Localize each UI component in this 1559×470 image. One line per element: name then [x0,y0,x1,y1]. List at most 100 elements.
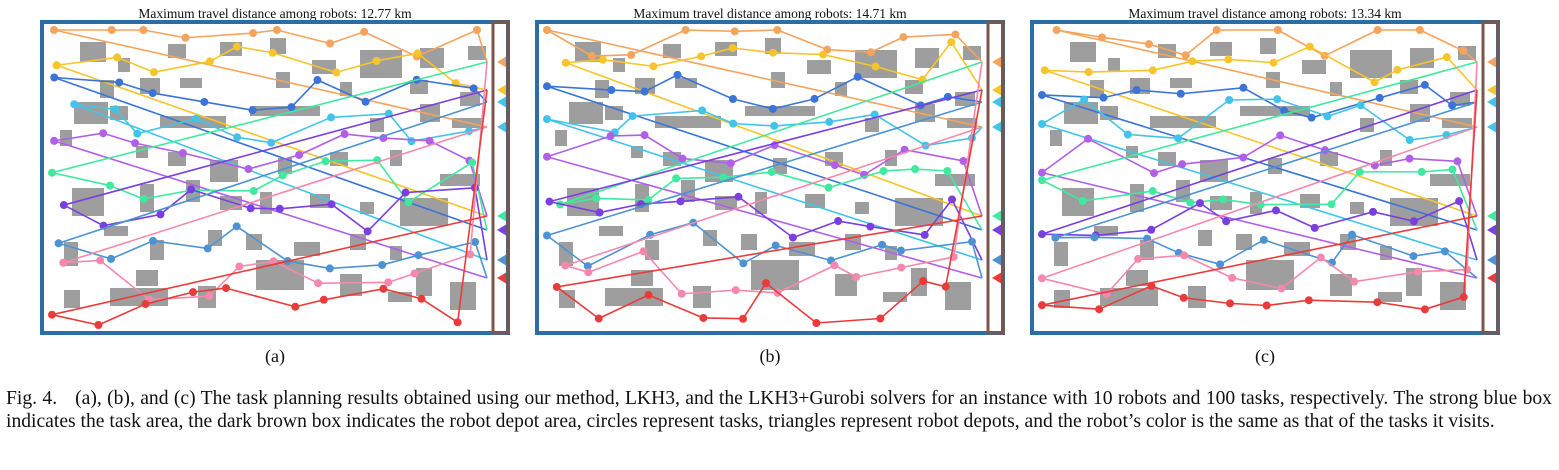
depot-triangle [992,84,1002,96]
obstacle [883,292,907,302]
task-circle [1038,176,1046,185]
task-circle [1052,26,1061,34]
robot-route [543,131,983,279]
task-circle [332,68,341,77]
task-circle [769,48,778,57]
task-circle [314,279,323,288]
route-line [546,134,983,279]
task-circle [1327,200,1336,209]
task-circle [410,269,419,278]
task-circle [543,231,551,240]
task-circle [1463,265,1471,274]
task-circle [278,171,287,180]
task-circle [1273,26,1282,34]
task-circle [853,72,862,81]
task-circle [139,26,148,34]
task-circle [1420,305,1429,314]
task-circle [1216,260,1225,269]
task-circle [1448,165,1457,174]
task-circle [1373,26,1382,34]
task-circle [313,76,322,85]
task-circle [697,52,706,61]
obstacle [865,118,879,132]
task-circle [543,26,551,34]
task-circle [1134,254,1143,263]
panel-c-label: (c) [1255,346,1275,366]
task-circle [1304,296,1313,305]
task-circle [561,58,570,67]
robot-route [1038,89,1478,314]
task-circle [672,174,681,183]
task-circle [1316,253,1325,262]
task-circle [1405,154,1414,163]
task-circle [1148,66,1157,75]
task-circle [249,29,258,38]
depot-triangle [992,121,1002,133]
obstacle [1350,202,1364,214]
obstacle [745,106,815,116]
task-circle [1239,83,1248,92]
task-circle [1453,157,1462,166]
task-circle [852,272,861,281]
task-circle [1413,267,1422,276]
obstacle [1130,184,1144,212]
route-line [546,109,983,261]
task-circle [878,240,887,249]
task-circle [729,119,738,128]
task-circle [378,260,387,269]
task-circle [1222,217,1231,226]
depot-triangle [1487,84,1497,96]
task-circle [203,244,212,253]
task-circle [326,39,335,48]
task-circle [595,208,604,217]
task-circle [222,284,231,293]
obstacle [60,130,72,146]
task-circle [1356,101,1365,110]
task-circle [1310,223,1319,232]
task-circle [268,48,277,57]
panel-c-plot [1030,20,1500,335]
task-circle [1239,153,1248,162]
robot-route [552,89,983,327]
task-circle [1226,299,1235,308]
task-circle [327,200,336,209]
robot-route [1040,42,1478,217]
task-circle [788,233,797,242]
obstacle [835,274,857,296]
obstacle [64,290,80,308]
task-circle [192,114,201,123]
task-circle [1420,80,1429,89]
obstacle [150,240,164,260]
route-line [1054,101,1478,279]
task-circle [812,318,821,327]
task-circle [1084,134,1093,143]
task-circle [187,185,196,194]
task-circle [920,230,929,239]
route-line [53,76,488,231]
depot-triangle [497,96,507,108]
route-line [548,89,983,261]
route-line [1041,98,1478,261]
task-circle [50,26,59,34]
task-circle [825,117,834,126]
depot-triangle [1487,210,1497,222]
depot-triangle [497,84,507,96]
task-circle [404,198,413,207]
task-circle [319,295,328,304]
robot-route [54,101,488,279]
robot-route [1038,95,1478,261]
route-line [55,45,488,217]
task-circle [244,165,253,174]
task-circle [1147,225,1156,234]
task-circle [1307,113,1316,122]
obstacle [1410,48,1434,68]
panel-b-label: (b) [759,346,781,366]
task-circle [200,97,209,106]
robot-route [561,38,983,217]
task-circle [640,131,649,140]
obstacle [1198,230,1212,246]
obstacle [1250,192,1262,214]
task-circle [834,217,843,226]
task-circle [1186,198,1195,207]
task-circle [644,290,653,299]
